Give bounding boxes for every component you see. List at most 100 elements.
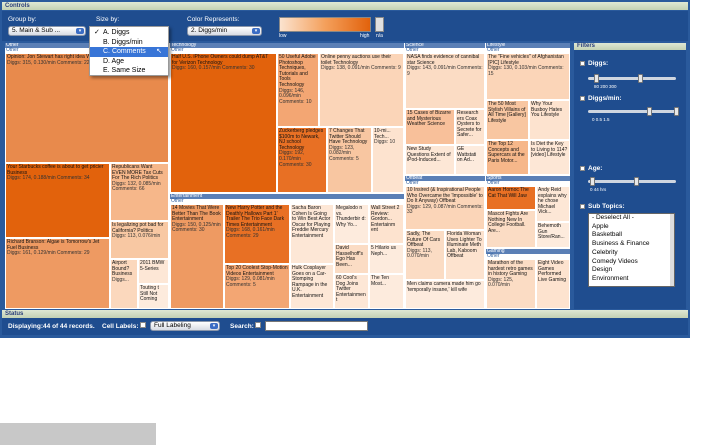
topic-item[interactable]: Basketball bbox=[592, 231, 622, 239]
diggs-min-high-handle[interactable] bbox=[673, 107, 679, 116]
tile[interactable]: David Hasselhoff's Ego Has Been... bbox=[334, 244, 369, 274]
controls-header: Controls bbox=[2, 2, 688, 10]
group-science: Science Other NASA finds evidence of can… bbox=[405, 43, 485, 175]
tile[interactable]: Zuckerberg pledges $100m to Newark, NJ s… bbox=[277, 127, 327, 193]
tile-stats: Diggs: 143, 0.091/min Comments: 9 bbox=[407, 65, 483, 77]
tile-stats: Diggs: 132, 0.085/min Comments: 66 bbox=[112, 180, 161, 193]
topic-item[interactable]: Environment bbox=[592, 274, 629, 282]
tile-title: Research ers Coax Oysters to Secrete for… bbox=[457, 110, 482, 139]
tile[interactable]: Online penny auctions use their toilet T… bbox=[319, 53, 404, 127]
tile[interactable]: Your Starbucks coffee is about to get pr… bbox=[5, 163, 110, 238]
treemap-app: Controls Group by: 5. Main & Sub ... ▾ Si… bbox=[0, 0, 690, 338]
topics-scrollbar[interactable] bbox=[670, 214, 674, 286]
tile-title: Online penny auctions use their toilet T… bbox=[321, 54, 392, 66]
topic-item[interactable]: Design bbox=[592, 266, 613, 274]
tile[interactable]: Hulk Cosplayer Goes on a Car-Stomping Ra… bbox=[290, 264, 334, 309]
search-checkbox[interactable] bbox=[255, 322, 261, 328]
tile-title: Mascot Fights Are Nothing New In College… bbox=[488, 211, 529, 234]
age-filter[interactable]: Age: bbox=[580, 165, 602, 172]
tile[interactable]: New Harry Potter and the Deathly Hallows… bbox=[224, 204, 290, 264]
cell-labels-label: Cell Labels: bbox=[102, 323, 139, 330]
tile[interactable]: Wall Street 2 Review: Gordon... Entertai… bbox=[369, 204, 404, 244]
diggs-checkbox[interactable] bbox=[580, 60, 585, 66]
size-option-comments[interactable]: C. Comments ↖ bbox=[90, 47, 168, 57]
size-option-same[interactable]: E. Same Size bbox=[90, 66, 168, 76]
tile[interactable]: Half U.S. iPhone Owners could dump AT&T … bbox=[170, 53, 277, 193]
size-option-diggs-min[interactable]: B. Diggs/min bbox=[90, 38, 168, 48]
diggs-slider[interactable] bbox=[588, 74, 676, 83]
tile[interactable]: 60 Cool's Dog Joins Twitter Entertainmen… bbox=[334, 274, 369, 309]
tile[interactable]: Marathon of the hardest retro games in h… bbox=[486, 259, 536, 309]
group-by-select[interactable]: 5. Main & Sub ... ▾ bbox=[8, 26, 86, 36]
diggs-filter[interactable]: Diggs: bbox=[580, 60, 608, 67]
tile[interactable]: The Top 12 Concepts and Supercars at the… bbox=[486, 140, 529, 175]
size-option-age[interactable]: D. Age bbox=[90, 57, 168, 67]
tile[interactable]: Research ers Coax Oysters to Secrete for… bbox=[455, 109, 485, 145]
diggs-min-low-handle[interactable] bbox=[647, 107, 653, 116]
tile[interactable]: Why Your Busboy Hates You Lifestyle bbox=[529, 100, 570, 140]
search-input[interactable] bbox=[265, 321, 368, 331]
tile[interactable]: New Study Questions Extent of iPod-Induc… bbox=[405, 145, 455, 175]
cell-labels-checkbox[interactable] bbox=[140, 322, 146, 328]
topic-item[interactable]: Apple bbox=[592, 222, 609, 230]
topic-item[interactable]: Comedy Videos bbox=[592, 257, 638, 265]
color-legend-gradient bbox=[279, 17, 371, 32]
tile[interactable]: Men claims camera made him go 'temporall… bbox=[405, 280, 485, 309]
tile[interactable]: 7 Changes That Twitter Should Have Techn… bbox=[327, 127, 372, 193]
tile-stats: Diggs: 10 bbox=[374, 139, 396, 146]
color-select[interactable]: 2. Diggs/min ▾ bbox=[187, 26, 262, 36]
cell-labels-select[interactable]: Full Labeling ▾ bbox=[150, 321, 220, 331]
tile[interactable]: 2011 BMW 5-Series bbox=[138, 259, 169, 284]
sub-topics-filter[interactable]: Sub Topics: bbox=[580, 203, 625, 210]
tile[interactable]: Touting t Still Not Coming bbox=[138, 284, 169, 309]
tile[interactable]: The 50 Most Stylish Villains of All Time… bbox=[486, 100, 529, 140]
age-max-handle[interactable] bbox=[633, 177, 639, 186]
tile[interactable]: 15 Cases of Bizarre and Mysterious Weath… bbox=[405, 109, 455, 145]
tile[interactable]: Sacha Baron Cohen Is Going to Win Best A… bbox=[290, 204, 334, 264]
diggs-min-handle[interactable] bbox=[594, 74, 600, 83]
diggs-min-ticks: 0 0.5 1.5 bbox=[592, 117, 610, 122]
tile[interactable]: Megalodo n vs. Thunderbir d: Why Yo... bbox=[334, 204, 369, 244]
diggs-max-handle[interactable] bbox=[638, 74, 644, 83]
topic-item[interactable]: Celebrity bbox=[592, 248, 618, 256]
tile[interactable]: Eight Video Games Performed Live Gaming bbox=[536, 259, 570, 309]
sub-topics-checkbox[interactable] bbox=[580, 203, 585, 209]
tile[interactable]: Florida Woman Uses Lighter To Illuminate… bbox=[445, 230, 485, 280]
tile[interactable]: Aaron Hornoc The Cat That Will Jaw bbox=[486, 186, 536, 210]
topic-item[interactable]: - Deselect All - bbox=[592, 214, 634, 221]
tile[interactable]: Is legalizing pot bad for California? Po… bbox=[110, 221, 169, 259]
tile[interactable]: Is Diet the Key to Living to 114? [video… bbox=[529, 140, 570, 175]
tile-stats: Diggs: 125, 0.070/min bbox=[488, 276, 514, 289]
tile[interactable]: Top 20 Coolest Stop-Motion Videos Entert… bbox=[224, 264, 290, 309]
tile[interactable]: 10-mi... Tech... Diggs: 10 bbox=[372, 127, 404, 193]
diggs-min-checkbox[interactable] bbox=[580, 95, 585, 101]
tile-title: 2011 BMW 5-Series bbox=[140, 260, 165, 272]
tile[interactable]: The "Fine vehicles" of Afghanistan [PIC]… bbox=[486, 53, 570, 100]
tile[interactable]: Sadly, The Future Of Cars Offbeat Diggs: … bbox=[405, 230, 445, 280]
age-checkbox[interactable] bbox=[580, 165, 585, 171]
tile[interactable]: 5 Hilario us Neph... bbox=[369, 244, 404, 274]
treemap: Other Other Opinion: Jon Stewart has rig… bbox=[5, 43, 570, 309]
tile-title: Airport Bound? Business bbox=[112, 260, 133, 278]
tile[interactable]: 50 Useful Adobe Photoshop Techniques, Tu… bbox=[277, 53, 319, 127]
tile[interactable]: Republicans Want EVEN MORE Tax Cuts For … bbox=[110, 163, 169, 221]
diggs-min-filter[interactable]: Diggs/min: bbox=[580, 95, 622, 102]
tile[interactable]: 10 Insired (& Inspirational People Who O… bbox=[405, 186, 485, 230]
size-option-diggs[interactable]: ✓ A. Diggs bbox=[90, 28, 168, 38]
age-min-handle[interactable] bbox=[589, 177, 595, 186]
tile[interactable]: Behemoth Gun Store/Ran... bbox=[536, 222, 570, 248]
size-by-menu[interactable]: ✓ A. Diggs B. Diggs/min C. Comments ↖ D. A… bbox=[89, 26, 169, 76]
age-slider[interactable] bbox=[588, 177, 676, 186]
tile[interactable]: Airport Bound? Business Diggs... bbox=[110, 259, 138, 309]
topic-item[interactable]: Business & Finance bbox=[592, 240, 650, 248]
tile[interactable]: 14 Movies That Were Better Than The Book… bbox=[170, 204, 224, 309]
tile[interactable]: The Ten Most... bbox=[369, 274, 404, 309]
tile[interactable]: Opinion: Jon Stewart has right idea Worl… bbox=[5, 53, 169, 163]
tile[interactable]: GE Wattstati on Ad... bbox=[455, 145, 485, 175]
tile[interactable]: NASA finds evidence of cannibal star Sci… bbox=[405, 53, 485, 109]
tile[interactable]: Mascot Fights Are Nothing New In College… bbox=[486, 210, 536, 248]
tile[interactable]: Andy Reid explains why he chose Michael … bbox=[536, 186, 570, 222]
sub-topics-list[interactable]: - Deselect All - Apple Basketball Busine… bbox=[588, 213, 675, 287]
diggs-min-slider[interactable] bbox=[588, 107, 679, 116]
tile[interactable]: Richard Branson: Algae is Tomorrow's Jet… bbox=[5, 238, 110, 309]
